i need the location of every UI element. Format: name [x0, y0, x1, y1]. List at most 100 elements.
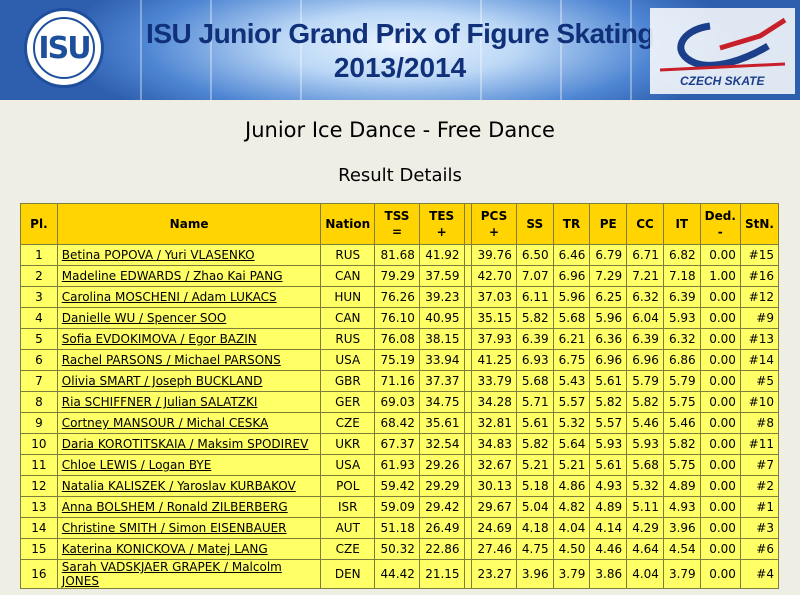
cell-tss: 69.03 [374, 391, 420, 413]
cell-start-number: #12 [739, 286, 780, 308]
cell-it: 6.32 [662, 328, 701, 350]
cell-gap [463, 328, 473, 350]
cell-deduction: 0.00 [699, 391, 741, 413]
cell-start-number: #16 [739, 265, 780, 287]
header-gap [463, 203, 473, 245]
cell-pe: 6.96 [589, 349, 628, 371]
cell-pcs: 34.28 [471, 391, 517, 413]
cell-tr: 4.82 [552, 496, 591, 518]
cell-deduction: 1.00 [699, 265, 741, 287]
skater-link[interactable]: Madeline EDWARDS / Zhao Kai PANG [61, 269, 283, 283]
cell-pcs: 37.03 [471, 286, 517, 308]
skater-link[interactable]: Betina POPOVA / Yuri VLASENKO [61, 248, 255, 262]
cell-pcs: 35.15 [471, 307, 517, 329]
cell-tss: 81.68 [374, 244, 420, 266]
cell-name: Olivia SMART / Joseph BUCKLAND [56, 370, 322, 392]
isu-logo: ISU [24, 8, 104, 88]
cell-pcs: 24.69 [471, 517, 517, 539]
table-row: 15 Katerina KONICKOVA / Matej LANG CZE 50.3… [20, 538, 780, 560]
cell-it: 5.75 [662, 454, 701, 476]
cell-nation: RUS [320, 244, 376, 266]
cell-start-number: #15 [739, 244, 780, 266]
cell-nation: DEN [320, 559, 376, 589]
skater-link[interactable]: Rachel PARSONS / Michael PARSONS [61, 353, 281, 367]
cell-start-number: #7 [739, 454, 780, 476]
cell-start-number: #4 [739, 559, 780, 589]
skater-link[interactable]: Danielle WU / Spencer SOO [61, 311, 227, 325]
cell-ss: 5.82 [515, 307, 554, 329]
cell-tr: 3.79 [552, 559, 591, 589]
cell-pe: 3.86 [589, 559, 628, 589]
cell-gap [463, 265, 473, 287]
cell-cc: 4.29 [626, 517, 664, 539]
cell-it: 6.82 [662, 244, 701, 266]
cell-pe: 5.61 [589, 370, 628, 392]
table-row: 9 Cortney MANSOUR / Michal CESKA CZE 68.42 3… [20, 412, 780, 434]
cell-tes: 37.37 [418, 370, 465, 392]
header-start-number: StN. [739, 203, 780, 245]
cell-deduction: 0.00 [699, 328, 741, 350]
header-ded: Ded. - [699, 203, 741, 245]
cell-tes: 29.42 [418, 496, 465, 518]
table-row: 14 Christine SMITH / Simon EISENBAUER AUT 5… [20, 517, 780, 539]
cell-pcs: 41.25 [471, 349, 517, 371]
cell-it: 6.39 [662, 286, 701, 308]
table-row: 16 Sarah VADSKJAER GRAPEK / Malcolm JONES… [20, 559, 780, 589]
skater-link[interactable]: Natalia KALISZEK / Yaroslav KURBAKOV [61, 479, 296, 493]
cell-nation: UKR [320, 433, 376, 455]
cell-nation: USA [320, 454, 376, 476]
cell-gap [463, 244, 473, 266]
cell-place: 6 [20, 349, 58, 371]
cell-deduction: 0.00 [699, 349, 741, 371]
cell-start-number: #13 [739, 328, 780, 350]
cell-deduction: 0.00 [699, 412, 741, 434]
skater-link[interactable]: Sarah VADSKJAER GRAPEK / Malcolm JONES [61, 560, 282, 588]
cell-start-number: #8 [739, 412, 780, 434]
cell-name: Sarah VADSKJAER GRAPEK / Malcolm JONES [56, 559, 322, 589]
cell-cc: 5.82 [626, 391, 664, 413]
cell-start-number: #9 [739, 307, 780, 329]
cell-name: Daria KOROTITSKAIA / Maksim SPODIREV [56, 433, 322, 455]
cell-pcs: 37.93 [471, 328, 517, 350]
skater-link[interactable]: Sofia EVDOKIMOVA / Egor BAZIN [61, 332, 257, 346]
cell-it: 6.86 [662, 349, 701, 371]
cell-tr: 6.21 [552, 328, 591, 350]
cell-tss: 76.10 [374, 307, 420, 329]
cell-deduction: 0.00 [699, 475, 741, 497]
cell-tss: 59.09 [374, 496, 420, 518]
skater-link[interactable]: Chloe LEWIS / Logan BYE [61, 458, 212, 472]
cell-ss: 5.82 [515, 433, 554, 455]
skater-link[interactable]: Carolina MOSCHENI / Adam LUKACS [61, 290, 277, 304]
cell-cc: 5.11 [626, 496, 664, 518]
cell-place: 5 [20, 328, 58, 350]
skater-link[interactable]: Ria SCHIFFNER / Julian SALATZKI [61, 395, 258, 409]
cell-ss: 5.71 [515, 391, 554, 413]
cell-pcs: 32.81 [471, 412, 517, 434]
skater-link[interactable]: Cortney MANSOUR / Michal CESKA [61, 416, 269, 430]
skater-link[interactable]: Olivia SMART / Joseph BUCKLAND [61, 374, 263, 388]
table-row: 11 Chloe LEWIS / Logan BYE USA 61.93 29.26 32… [20, 454, 780, 476]
cell-pcs: 33.79 [471, 370, 517, 392]
cell-gap [463, 433, 473, 455]
table-row: 12 Natalia KALISZEK / Yaroslav KURBAKOV PO… [20, 475, 780, 497]
cell-ss: 6.93 [515, 349, 554, 371]
cell-cc: 6.04 [626, 307, 664, 329]
cell-tr: 5.43 [552, 370, 591, 392]
cell-place: 3 [20, 286, 58, 308]
cell-it: 5.46 [662, 412, 701, 434]
skater-link[interactable]: Katerina KONICKOVA / Matej LANG [61, 542, 268, 556]
cell-name: Madeline EDWARDS / Zhao Kai PANG [56, 265, 322, 287]
cell-cc: 6.32 [626, 286, 664, 308]
header-cc: CC [626, 203, 664, 245]
cell-tes: 34.75 [418, 391, 465, 413]
skater-link[interactable]: Anna BOLSHEM / Ronald ZILBERBERG [61, 500, 288, 514]
skater-link[interactable]: Christine SMITH / Simon EISENBAUER [61, 521, 287, 535]
cell-place: 1 [20, 244, 58, 266]
cell-tes: 26.49 [418, 517, 465, 539]
cell-pcs: 27.46 [471, 538, 517, 560]
cell-name: Ria SCHIFFNER / Julian SALATZKI [56, 391, 322, 413]
cell-cc: 5.93 [626, 433, 664, 455]
skater-link[interactable]: Daria KOROTITSKAIA / Maksim SPODIREV [61, 437, 309, 451]
cell-cc: 7.21 [626, 265, 664, 287]
cell-start-number: #3 [739, 517, 780, 539]
